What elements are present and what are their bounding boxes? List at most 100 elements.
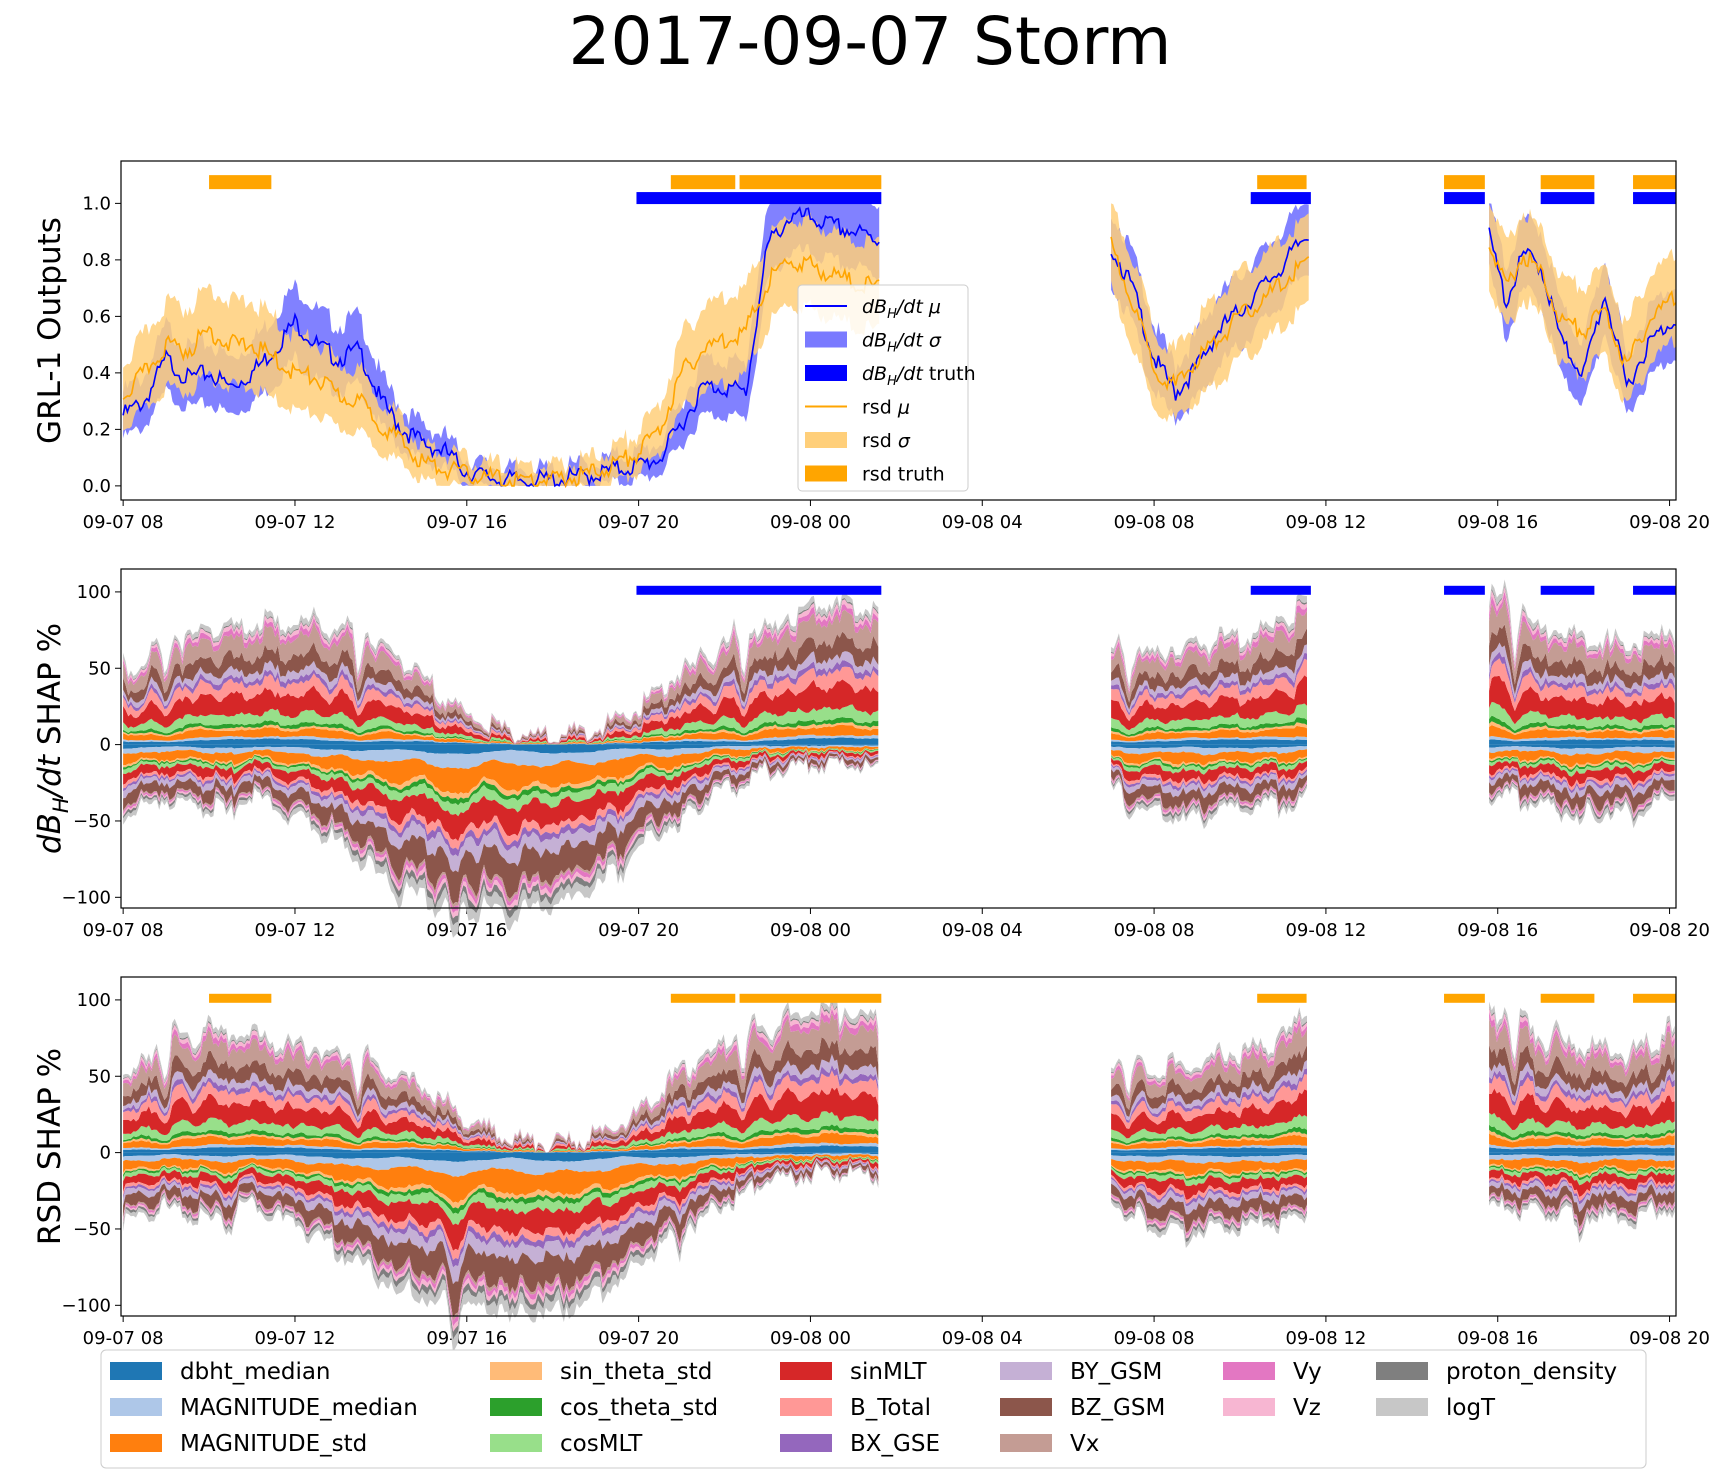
shap-positive-area-BX_GSE [1111,652,1307,716]
shap-negative-area-BY_GSM [123,752,879,873]
legend-swatch-sin_theta_std [490,1362,542,1380]
shap-negative-area-dbht_median [1489,1152,1675,1157]
rsd-sigma-band [1111,203,1309,423]
shap-positive-area-MAGNITUDE_std [1489,725,1675,740]
x-tick-label: 09-08 04 [942,1328,1023,1349]
shap-negative-area-BY_GSM [1111,1178,1307,1215]
shap-positive-area-cosMLT [1111,1114,1307,1144]
shap-positive-area-sin_theta_std [1489,1129,1675,1143]
shap-negative-area-cosMLT [1111,756,1307,775]
shap-positive-area-Vx [1111,1025,1307,1110]
rsd-truth-bar [1444,175,1485,190]
legend-entry-label: rsd μ [862,397,910,419]
shap-positive-area-BZ_GSM [1111,1045,1307,1117]
shap-positive-area-dbht_median [123,737,879,745]
legend-swatch-BZ_GSM [1000,1398,1052,1416]
grl-output-panel: 0.0 0.2 0.4 0.6 0.8 1.0 09-07 08 09-07 12 09-07 … [32,160,1710,533]
shap-negative-area-sinMLT [1111,1169,1307,1200]
legend-label-BY_GSM: BY_GSM [1070,1359,1162,1385]
legend-bar-swatch [805,365,847,381]
shap-positive-area-Vz [123,599,879,744]
dbdt-shap-panel: −100 −50 0 50 100 09-07 08 09-07 12 09-07 16 09-… [32,568,1710,941]
x-tick-label: 09-08 08 [1114,512,1195,533]
y-tick-label: −100 [62,887,111,908]
legend-swatch-cosMLT [490,1434,542,1452]
shap-negative-area-B_Total [1111,1174,1307,1204]
shap-negative-area-dbht_median [123,1152,879,1162]
shap-positive-area-Vx [1489,1018,1675,1088]
shap-negative-area-cos_theta_std [1111,1166,1307,1181]
dbdt-truth-bar [1633,192,1676,205]
shap-negative-area-logT [1489,783,1675,829]
y-tick-label: 50 [88,1066,111,1087]
legend-entry-label: rsd truth [862,464,945,486]
shap-positive-area-BZ_GSM [1111,628,1307,710]
shap-positive-area-MAGNITUDE_std [1111,1134,1307,1150]
x-tick-label: 09-08 16 [1457,512,1538,533]
shap-positive-area-BX_GSE [1489,1070,1675,1109]
legend-swatch-MAGNITUDE_std [110,1434,162,1452]
shap-positive-area-MAGNITUDE_std [1111,725,1307,742]
shap-negative-area-BX_GSE [123,751,879,857]
legend-label-MAGNITUDE_std: MAGNITUDE_std [180,1431,367,1457]
shap-negative-area-sinMLT [123,749,879,842]
shap-negative-area-proton_density [123,1162,879,1340]
shap-positive-area-B_Total [1489,658,1675,712]
shap-positive-area-cos_theta_std [1111,1126,1307,1145]
legend-swatch-Vx [1000,1434,1052,1452]
legend-label-Vy: Vy [1293,1359,1322,1385]
shap-negative-area-MAGNITUDE_std [1489,749,1675,768]
shap-positive-area-BY_GSM [1489,1061,1675,1105]
shap-positive-area-MAGNITUDE_median [1111,1144,1307,1151]
dbdt-mu-line [1110,238,1309,401]
x-tick-label: 09-08 16 [1457,1328,1538,1349]
shap-negative-area-BZ_GSM [1111,769,1307,815]
shap-negative-area-Vy [1489,779,1675,817]
dbdt-mu-line [1488,227,1677,389]
shap-negative-area-Vy [123,755,879,914]
output-legend: dBH/dt μ dBH/dt σ dBH/dt truth rsd μ rsd σ rs… [797,284,976,492]
axes-frame [120,568,1677,909]
x-tick-label: 09-07 08 [83,1328,164,1349]
shap-negative-area-Vz [1111,1196,1307,1239]
shap-positive-area-sin_theta_std [1111,722,1307,738]
shap-positive-area-MAGNITUDE_median [1489,1144,1675,1150]
axes-frame [120,160,1677,501]
shap-negative-area-cosMLT [123,1155,879,1225]
shap-negative-area-sin_theta_std [1489,755,1675,770]
legend-swatch-Vy [1223,1362,1275,1380]
shap-negative-area-Vx [123,755,879,908]
shap-negative-area-MAGNITUDE_median [123,745,879,769]
dbdt-truth-bar [1250,192,1311,205]
shap-negative-area-Vz [1489,780,1675,819]
legend-entry-label: dBH/dt σ [862,330,942,356]
shap-positive-area-sinMLT [123,1087,879,1153]
shap-negative-area-cos_theta_std [123,748,879,806]
shap-positive-area-B_Total [1489,1075,1675,1119]
shap-positive-area-MAGNITUDE_std [123,1132,879,1153]
shap-negative-area-cosMLT [1111,1167,1307,1187]
x-tick-label: 09-08 16 [1457,920,1538,941]
legend-label-MAGNITUDE_median: MAGNITUDE_median [180,1395,418,1421]
legend-patch-swatch [805,331,847,348]
legend-label-cos_theta_std: cos_theta_std [560,1395,718,1421]
dbdt-truth-bar [636,192,882,205]
shap-negative-area-B_Total [123,750,879,850]
x-tick-label: 09-07 08 [83,920,164,941]
x-tick-label: 09-08 12 [1285,920,1366,941]
shap-negative-area-proton_density [1489,781,1675,823]
shap-positive-area-cos_theta_std [1489,715,1675,734]
shap-negative-area-Vz [123,756,879,919]
y-tick-label: 1.0 [82,193,111,214]
dbdt-truth-bar [1250,585,1311,595]
shap-positive-area-B_Total [123,666,879,745]
y-tick-label: −50 [73,811,111,832]
x-tick-label: 09-08 20 [1629,512,1710,533]
shap-positive-area-MAGNITUDE_median [123,734,879,745]
shap-positive-area-dbht_median [1489,739,1675,745]
shap-negative-area-MAGNITUDE_median [1489,1154,1675,1164]
shap-negative-area-sinMLT [123,1156,879,1251]
shap-positive-area-BY_GSM [1111,644,1307,714]
rsd-truth-bar [1257,175,1307,190]
shap-negative-area-Vz [123,1161,879,1332]
